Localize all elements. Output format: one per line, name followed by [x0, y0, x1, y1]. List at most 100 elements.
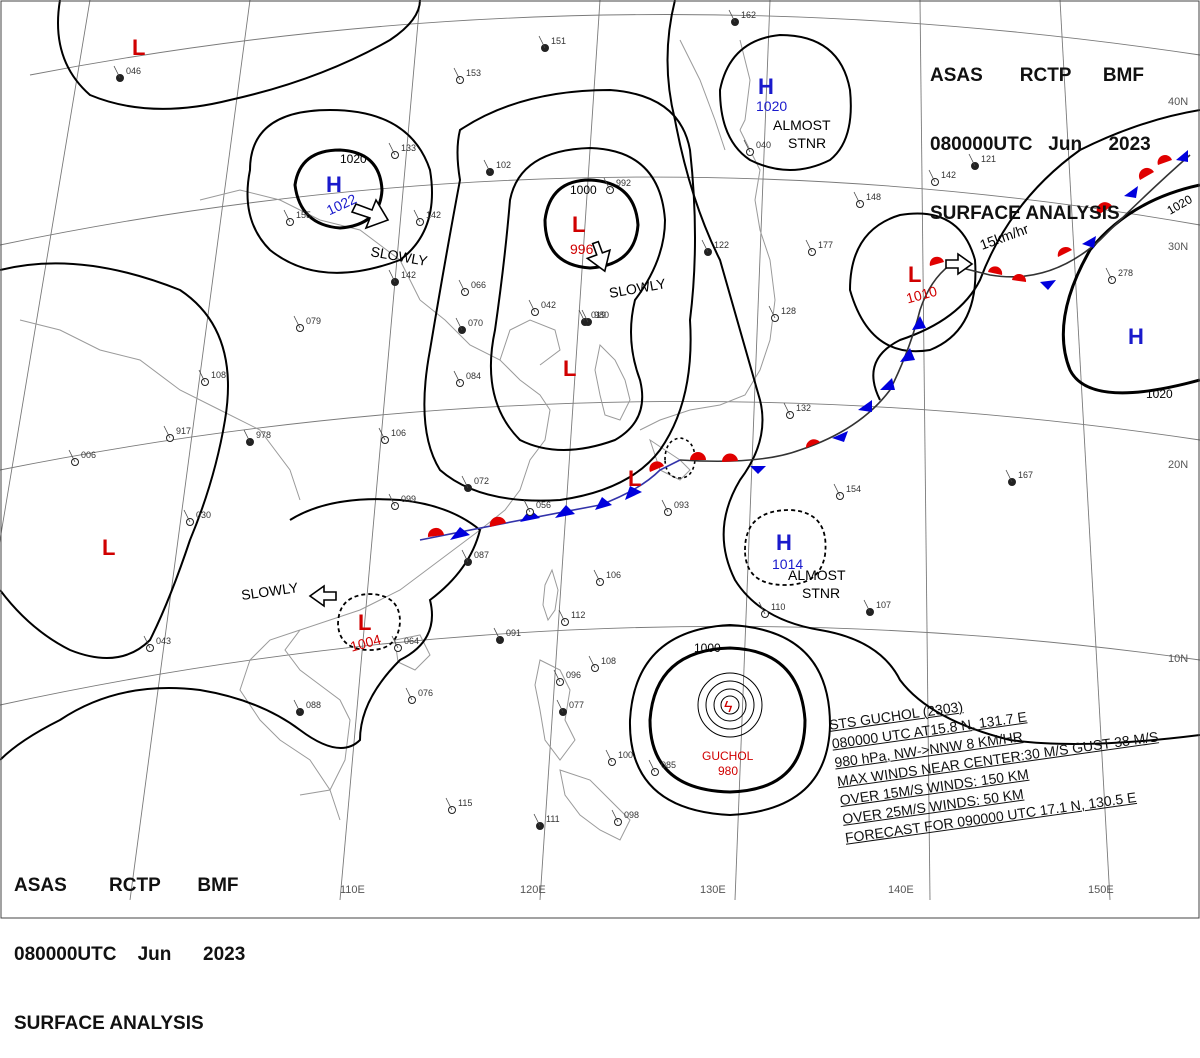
almost-stnr-se-1: ALMOST	[788, 567, 846, 583]
station-pressure-label: 992	[616, 178, 631, 188]
station-pressure-label: 042	[541, 300, 556, 310]
station-pressure-label: 154	[846, 484, 861, 494]
header-agency: ASAS	[930, 65, 983, 86]
station-pressure-label: 066	[471, 280, 486, 290]
station-pressure-label: 043	[156, 636, 171, 646]
station-pressure-label: 132	[796, 403, 811, 413]
low-center-996: L	[572, 212, 585, 237]
header-month: Jun	[138, 944, 172, 965]
low-center-west: L	[102, 535, 115, 560]
header-station: RCTP	[1020, 65, 1071, 86]
station-pressure-label: 108	[211, 370, 226, 380]
high-center-1020-ne: H	[758, 74, 774, 99]
station-pressure-label: 091	[506, 628, 521, 638]
station-pressure-label: 040	[756, 140, 771, 150]
station-pressure-label: 077	[569, 700, 584, 710]
low-center-nw: L	[132, 35, 145, 60]
low-center-1010: L	[908, 262, 921, 287]
header-office: BMF	[197, 875, 238, 896]
station-pressure-label: 046	[126, 66, 141, 76]
lon-label-140e: 140E	[888, 884, 914, 896]
station-pressure-label: 106	[391, 428, 406, 438]
header-product: SURFACE ANALYSIS	[14, 1012, 245, 1035]
station-pressure-label: 102	[496, 160, 511, 170]
station-pressure-label: 064	[404, 636, 419, 646]
high-center-1020-ne-value: 1020	[756, 98, 787, 114]
station-pressure-label: 153	[466, 68, 481, 78]
station-pressure-label: 278	[1118, 268, 1133, 278]
station-pressure-label: 917	[176, 426, 191, 436]
header-product: SURFACE ANALYSIS	[930, 202, 1151, 225]
lat-label-20n: 20N	[1168, 459, 1188, 471]
isobar-label: 1000	[570, 183, 597, 197]
header-office: BMF	[1103, 65, 1144, 86]
station-pressure-label: 085	[661, 760, 676, 770]
lat-label-40n: 40N	[1168, 96, 1188, 108]
low-center-korea: L	[563, 356, 576, 381]
station-pressure-label: 099	[401, 494, 416, 504]
low-center-kyushu: L	[628, 466, 641, 491]
high-center-1022: H	[326, 172, 342, 197]
station-pressure-label: 070	[468, 318, 483, 328]
station-pressure-label: 142	[426, 210, 441, 220]
station-pressure-label: 087	[474, 550, 489, 560]
station-pressure-label: 084	[466, 371, 481, 381]
header-agency: ASAS	[14, 875, 67, 896]
station-pressure-label: 088	[306, 700, 321, 710]
station-pressure-label: 076	[418, 688, 433, 698]
almost-stnr-ne-2: STNR	[788, 135, 826, 151]
station-pressure-label: 108	[601, 656, 616, 666]
lon-label-130e: 130E	[700, 884, 726, 896]
station-pressure-label: 177	[818, 240, 833, 250]
station-pressure-label: 162	[741, 10, 756, 20]
typhoon-symbol: ϟ	[724, 699, 733, 716]
station-pressure-label: 100	[618, 750, 633, 760]
typhoon-pressure: 980	[718, 764, 738, 778]
header-time: 080000UTC	[14, 944, 116, 965]
station-pressure-label: 128	[781, 306, 796, 316]
lat-label-30n: 30N	[1168, 241, 1188, 253]
station-pressure-label: 142	[401, 270, 416, 280]
station-pressure-label: 072	[474, 476, 489, 486]
station-pressure-label: 978	[256, 430, 271, 440]
header-bottom-left: ASAS RCTP BMF 080000UTC Jun 2023 SURFACE…	[14, 828, 245, 1058]
station-pressure-label: 148	[866, 192, 881, 202]
header-station: RCTP	[109, 875, 160, 896]
almost-stnr-ne-1: ALMOST	[773, 117, 831, 133]
station-pressure-label: 112	[571, 610, 585, 620]
high-center-1014: H	[776, 530, 792, 555]
station-pressure-label: 093	[674, 500, 689, 510]
header-year: 2023	[203, 944, 245, 965]
typhoon-name: GUCHOL	[702, 749, 754, 763]
header-year: 2023	[1108, 134, 1150, 155]
station-pressure-label: 030	[196, 510, 211, 520]
header-time: 080000UTC	[930, 134, 1032, 155]
station-pressure-label: 133	[401, 143, 416, 153]
isobar-label: 1000	[694, 641, 721, 655]
lon-label-110e: 110E	[340, 884, 365, 896]
station-pressure-label: 098	[624, 810, 639, 820]
low-center-1004: L	[358, 610, 371, 635]
station-pressure-label: 167	[1018, 470, 1033, 480]
station-pressure-label: 115	[458, 798, 472, 808]
station-pressure-label: 122	[714, 240, 729, 250]
station-pressure-label: 980	[594, 310, 609, 320]
isobar-label: 1020	[340, 152, 367, 166]
lat-label-10n: 10N	[1168, 653, 1188, 665]
almost-stnr-se-2: STNR	[802, 585, 840, 601]
lon-label-120e: 120E	[520, 884, 546, 896]
low-center-996-value: 996	[570, 241, 594, 257]
station-pressure-label: 106	[606, 570, 621, 580]
station-pressure-label: 096	[566, 670, 581, 680]
header-top-right: ASAS RCTP BMF 080000UTC Jun 2023 SURFACE…	[930, 18, 1151, 248]
station-pressure-label: 151	[551, 36, 566, 46]
station-pressure-label: 110	[771, 602, 785, 612]
station-pressure-label: 056	[536, 500, 551, 510]
lon-label-150e: 150E	[1088, 884, 1114, 896]
station-pressure-label: 079	[306, 316, 321, 326]
high-center-east: H	[1128, 324, 1144, 349]
isobar-label: 1020	[1146, 387, 1173, 401]
header-month: Jun	[1048, 134, 1082, 155]
station-pressure-label: 111	[546, 814, 560, 824]
station-pressure-label: 107	[876, 600, 891, 610]
